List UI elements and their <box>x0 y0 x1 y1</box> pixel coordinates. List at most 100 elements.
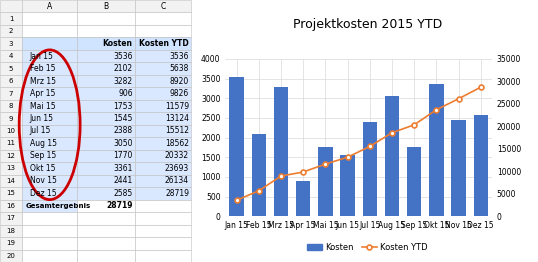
Text: 11579: 11579 <box>165 102 189 111</box>
Bar <box>0 37 22 50</box>
Text: 3536: 3536 <box>113 52 133 61</box>
Bar <box>0 249 22 262</box>
Bar <box>429 84 444 216</box>
Text: 16: 16 <box>6 203 16 209</box>
Text: 17: 17 <box>6 215 16 221</box>
Text: 1: 1 <box>9 16 13 22</box>
Legend: Kosten, Kosten YTD: Kosten, Kosten YTD <box>303 239 431 255</box>
Text: 8: 8 <box>9 103 13 109</box>
Bar <box>0 112 22 125</box>
Bar <box>274 87 288 216</box>
Text: B: B <box>103 2 109 11</box>
Text: 20: 20 <box>6 253 16 259</box>
Bar <box>22 212 77 225</box>
Text: 23693: 23693 <box>165 164 189 173</box>
Bar <box>22 100 77 112</box>
Text: 12: 12 <box>6 153 16 159</box>
Bar <box>77 212 134 225</box>
Bar <box>77 100 134 112</box>
Bar <box>0 125 22 137</box>
Bar <box>22 13 77 25</box>
Bar <box>0 187 22 200</box>
Bar <box>77 225 134 237</box>
Text: 28719: 28719 <box>106 201 133 210</box>
Bar <box>407 147 421 216</box>
Bar <box>0 75 22 87</box>
Text: 19: 19 <box>6 240 16 246</box>
Text: 1770: 1770 <box>114 151 133 160</box>
Bar <box>22 37 77 50</box>
Bar <box>0 62 22 75</box>
Bar <box>22 50 77 62</box>
Bar <box>22 237 77 249</box>
Bar <box>451 120 466 216</box>
Bar <box>22 112 77 125</box>
Text: 15512: 15512 <box>165 127 189 135</box>
Text: Apr 15: Apr 15 <box>30 89 55 98</box>
Bar <box>134 237 191 249</box>
Text: 5638: 5638 <box>169 64 189 73</box>
Text: Mai 15: Mai 15 <box>30 102 55 111</box>
Text: 9826: 9826 <box>170 89 189 98</box>
Text: Aug 15: Aug 15 <box>30 139 56 148</box>
Bar <box>77 50 134 62</box>
Bar <box>77 162 134 175</box>
Bar <box>134 150 191 162</box>
Text: Jul 15: Jul 15 <box>30 127 51 135</box>
Text: 1545: 1545 <box>114 114 133 123</box>
Text: A: A <box>47 2 52 11</box>
Text: C: C <box>160 2 166 11</box>
Bar <box>0 162 22 175</box>
Bar <box>77 87 134 100</box>
Bar <box>134 62 191 75</box>
Text: 4: 4 <box>9 53 13 59</box>
Text: 15: 15 <box>6 190 16 196</box>
Bar <box>134 137 191 150</box>
Bar <box>77 249 134 262</box>
Text: Nov 15: Nov 15 <box>30 176 56 185</box>
Bar <box>318 147 332 216</box>
Text: 9: 9 <box>9 116 13 122</box>
Text: 1753: 1753 <box>114 102 133 111</box>
Text: 28719: 28719 <box>165 189 189 198</box>
Bar <box>296 181 310 216</box>
Text: Jun 15: Jun 15 <box>30 114 54 123</box>
Text: Feb 15: Feb 15 <box>30 64 55 73</box>
Bar <box>0 50 22 62</box>
Bar <box>22 87 77 100</box>
Text: 10: 10 <box>6 128 16 134</box>
Bar <box>134 212 191 225</box>
Bar <box>22 0 77 13</box>
Bar <box>0 150 22 162</box>
Bar <box>22 125 77 137</box>
Bar <box>77 13 134 25</box>
Bar <box>22 150 77 162</box>
Bar <box>77 25 134 37</box>
Text: 906: 906 <box>118 89 133 98</box>
Bar <box>22 25 77 37</box>
Bar <box>22 162 77 175</box>
Bar <box>22 187 77 200</box>
Text: 7: 7 <box>9 91 13 97</box>
Bar <box>229 77 244 216</box>
Bar <box>77 187 134 200</box>
Bar <box>363 122 377 216</box>
Text: Kosten YTD: Kosten YTD <box>139 39 189 48</box>
Text: 3282: 3282 <box>114 77 133 86</box>
Bar <box>77 137 134 150</box>
Bar <box>77 125 134 137</box>
Bar <box>77 75 134 87</box>
Text: 2388: 2388 <box>114 127 133 135</box>
Text: Kosten: Kosten <box>103 39 133 48</box>
Bar <box>22 137 77 150</box>
Bar <box>0 212 22 225</box>
Text: 18562: 18562 <box>165 139 189 148</box>
Bar <box>251 134 266 216</box>
Text: 13124: 13124 <box>165 114 189 123</box>
Bar <box>77 62 134 75</box>
Text: Gesamtergebnis: Gesamtergebnis <box>26 203 91 209</box>
Text: 14: 14 <box>6 178 16 184</box>
Bar <box>0 0 22 13</box>
Text: 6: 6 <box>9 78 13 84</box>
Text: 26134: 26134 <box>165 176 189 185</box>
